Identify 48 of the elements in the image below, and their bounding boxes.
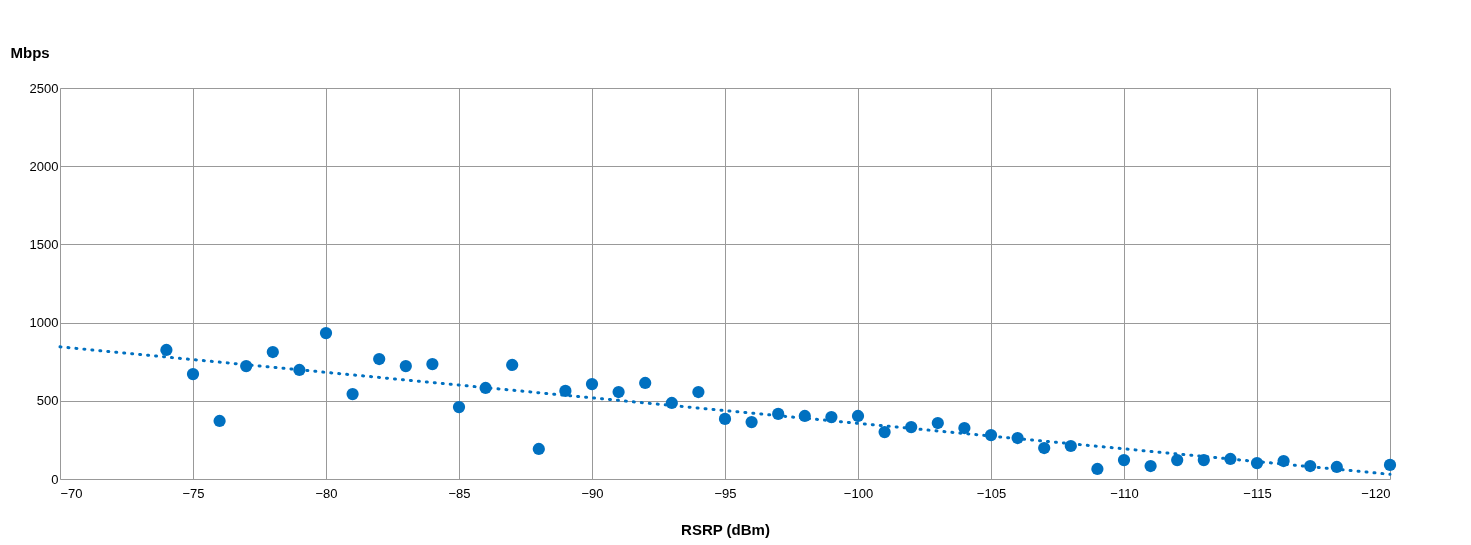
x-tick-label: −80 [315,485,338,501]
point [506,358,519,372]
point [851,409,865,423]
y-tick-label: 2500 [29,80,59,96]
x-tick-label: −90 [581,485,604,501]
point [266,345,279,359]
point [639,376,652,390]
y-tick-label: 1500 [29,236,59,252]
point [532,442,545,456]
point [319,326,333,340]
x-tick-label: −85 [448,485,471,501]
point [160,343,173,357]
point [1091,462,1104,476]
y-axis-title: Mbps [10,43,50,61]
y-tick-label: 0 [51,471,59,487]
point [718,412,732,426]
point [1117,453,1131,467]
x-tick-label: −105 [976,485,1007,501]
point [399,359,412,373]
point [186,367,200,381]
x-tick-label: −100 [843,485,874,501]
y-tick-label: 500 [36,393,59,409]
point [984,428,998,442]
point [931,416,944,430]
point [612,385,625,399]
point [585,377,599,391]
point [745,415,758,429]
point [213,414,226,428]
y-tick-label: 1000 [29,315,59,331]
point [958,421,971,435]
x-tick-label: −75 [182,485,205,501]
x-tick-label: −120 [1361,485,1391,501]
point [878,425,891,439]
y-tick-label: 2000 [29,158,59,174]
point [1171,453,1184,467]
x-axis-title: RSRP (dBm) [681,520,770,538]
x-tick-label: −95 [714,485,737,501]
point [1383,458,1397,472]
point [1038,441,1051,455]
x-tick-label: −110 [1110,485,1139,501]
point [346,387,359,401]
point [373,352,386,366]
point [426,357,439,371]
x-tick-label: −70 [60,485,83,501]
point [692,385,705,399]
point [1144,459,1157,473]
point [452,400,466,414]
x-tick-label: −115 [1243,485,1272,501]
